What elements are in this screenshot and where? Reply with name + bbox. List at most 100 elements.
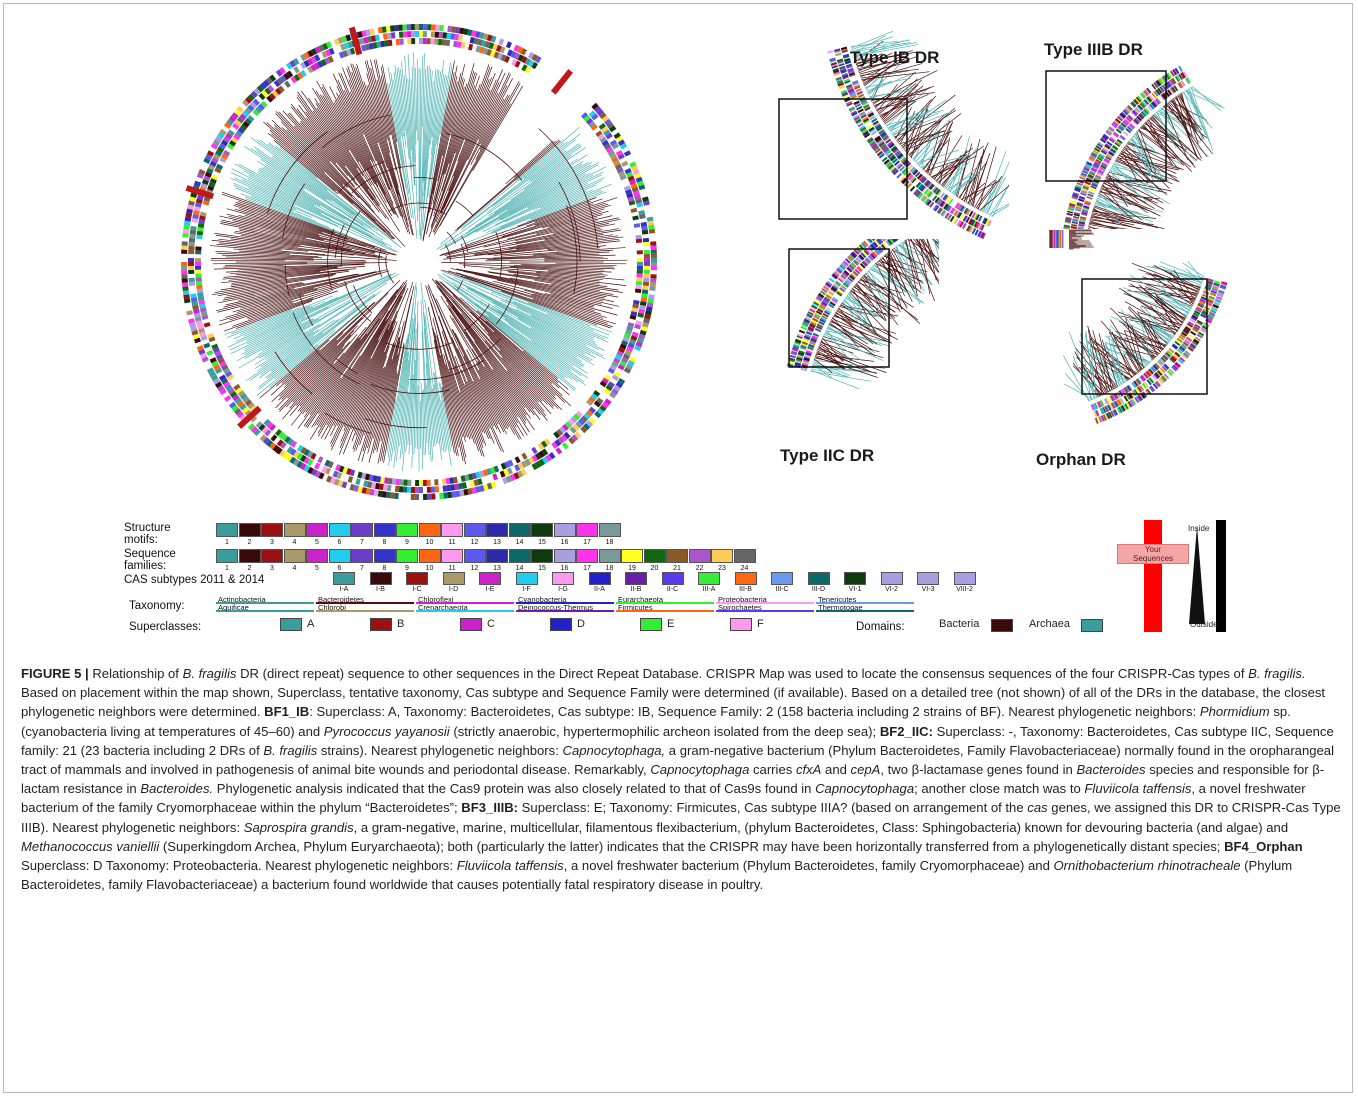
- ring-segment: [862, 250, 869, 257]
- ring-segment: [852, 260, 859, 266]
- superclass-swatch: [460, 618, 482, 631]
- ring-segment: [1087, 173, 1095, 179]
- ring-segment: [1166, 81, 1172, 88]
- ring-segment: [262, 79, 270, 87]
- ring-segment: [1095, 158, 1102, 164]
- tree-branch: [880, 85, 924, 119]
- tree-branch: [986, 161, 1009, 215]
- ring-segment: [637, 180, 645, 187]
- tree-branch: [229, 300, 293, 321]
- ring-segment: [1136, 378, 1142, 385]
- ring-segment: [1151, 92, 1157, 99]
- tree-branch: [282, 110, 375, 213]
- ring-segment: [264, 429, 272, 437]
- ring-segment: [1069, 202, 1076, 207]
- ring-segment: [1118, 398, 1124, 405]
- ring-segment: [468, 43, 474, 51]
- tree-branch: [256, 150, 386, 240]
- tree-branch: [1171, 297, 1192, 309]
- ring-segment: [796, 356, 803, 361]
- ring-segment: [857, 93, 865, 98]
- ring-segment: [1174, 362, 1181, 368]
- ring-segment: [1131, 110, 1137, 117]
- tree-branch: [1092, 330, 1111, 392]
- ring-segment: [1131, 398, 1137, 406]
- ring-segment: [1088, 157, 1095, 163]
- ring-segment: [211, 174, 219, 181]
- ring-segment: [1120, 122, 1127, 128]
- tree-branch: [446, 229, 622, 259]
- tree-branch: [217, 287, 314, 313]
- ring-segment: [585, 420, 594, 428]
- tree-branch: [1125, 351, 1139, 373]
- tree-branch: [882, 84, 919, 121]
- ring-segment: [613, 371, 622, 378]
- tree-branch: [330, 288, 406, 437]
- tree-branch: [513, 301, 609, 343]
- tree-branch: [963, 182, 986, 202]
- tree-branch: [238, 214, 320, 237]
- tree-branch: [271, 156, 372, 229]
- ring-segment: [1110, 148, 1117, 154]
- ring-segment: [1181, 71, 1187, 78]
- ring-segment: [1171, 77, 1177, 84]
- ring-segment: [650, 257, 657, 262]
- ring-segment: [492, 473, 499, 481]
- tree-branch: [219, 242, 308, 252]
- ring-segment: [1098, 154, 1105, 160]
- ring-segment: [1091, 403, 1096, 411]
- ring-segment: [943, 194, 949, 202]
- tree-branch: [222, 273, 357, 301]
- ring-segment: [341, 481, 348, 489]
- tree-branch: [370, 59, 413, 236]
- ring-segment: [1197, 331, 1205, 337]
- tree-branch: [211, 275, 333, 296]
- ring-segment: [1201, 311, 1208, 317]
- tree-branch: [878, 259, 908, 292]
- ring-segment: [1080, 173, 1087, 178]
- ring-segment: [895, 239, 899, 241]
- ring-segment: [250, 101, 258, 109]
- ring-segment: [560, 434, 568, 442]
- tree-branch: [544, 229, 603, 241]
- ring-segment: [829, 288, 836, 294]
- tree-branch: [533, 177, 605, 211]
- ring-segment: [514, 52, 521, 60]
- ring-segment: [924, 180, 931, 187]
- ring-segment: [459, 489, 465, 497]
- ring-segment: [1154, 81, 1160, 88]
- ring-segment: [357, 31, 363, 38]
- ring-segment: [1068, 204, 1075, 209]
- ring-segment: [289, 448, 297, 456]
- ring-segment: [625, 329, 633, 335]
- tree-branch: [1137, 130, 1175, 159]
- ring-segment: [804, 316, 811, 322]
- tree-branch: [891, 112, 940, 134]
- ring-segment: [864, 106, 871, 112]
- ring-segment: [1125, 127, 1132, 134]
- ring-segment: [514, 456, 521, 464]
- ring-segment: [183, 220, 191, 226]
- ring-segment: [877, 140, 884, 146]
- ring-segment: [272, 444, 280, 453]
- ring-segment: [1151, 101, 1157, 108]
- tree-branch: [858, 64, 881, 74]
- ring-segment: [1070, 227, 1077, 229]
- ring-segment: [185, 212, 193, 218]
- ring-segment: [809, 323, 816, 329]
- ring-segment: [517, 54, 524, 62]
- ring-segment: [419, 38, 423, 45]
- ring-segment: [464, 474, 470, 482]
- ring-segment: [1157, 360, 1163, 366]
- ring-segment: [832, 296, 839, 302]
- ring-segment: [517, 470, 524, 478]
- tree-branch: [460, 149, 565, 231]
- ring-segment: [286, 70, 294, 78]
- ring-segment: [325, 467, 332, 475]
- ring-segment: [346, 48, 352, 56]
- tree-branch: [441, 386, 455, 454]
- caption-segment: Relationship of: [88, 666, 183, 681]
- ring-segment: [1115, 140, 1122, 147]
- ring-segment: [617, 378, 626, 385]
- tree-branch: [494, 158, 578, 214]
